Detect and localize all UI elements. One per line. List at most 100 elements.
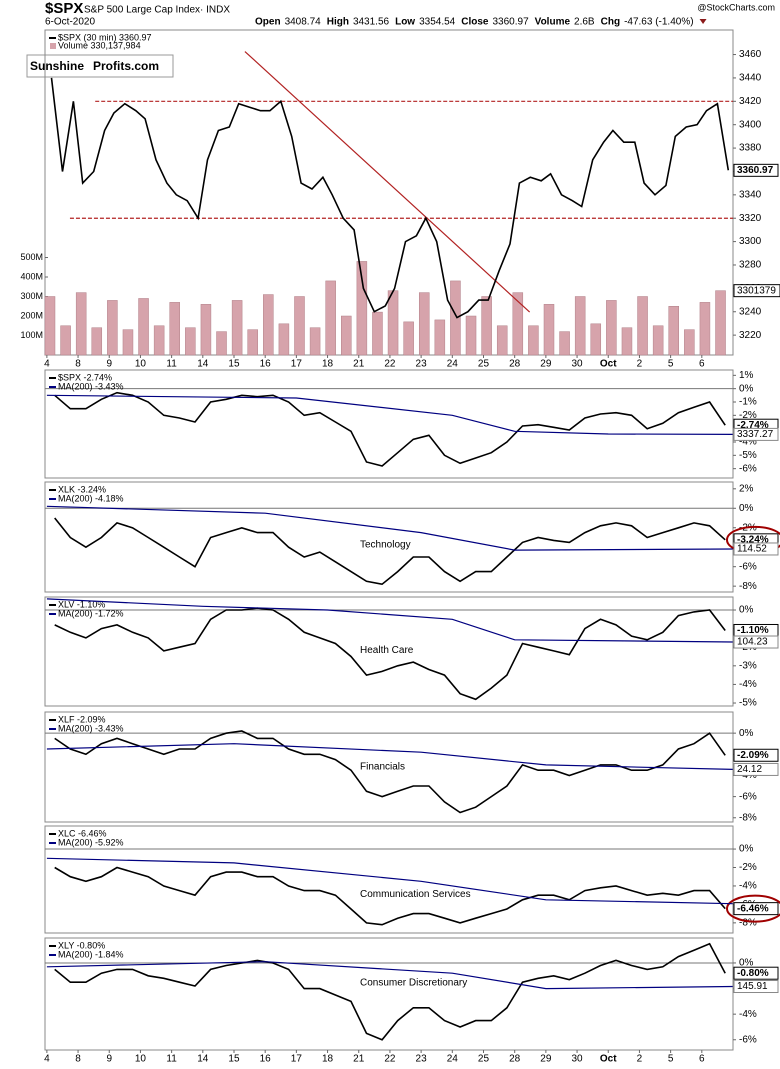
annotation: Financials [360,762,405,773]
index-name: S&P 500 Large Cap Index· INDX [84,5,230,16]
volume-bar [372,311,383,356]
date: 6-Oct-2020 [45,17,95,28]
volume-bar [403,321,414,356]
volume-bar [294,296,305,356]
volume-bar [715,290,726,356]
legend-entry: $SPX -2.74% [58,372,112,382]
x-tick-label: 18 [322,1054,334,1065]
volume-bar [590,323,602,356]
y-tick-label: -5% [739,450,757,461]
y-tick-label: 0% [739,958,754,969]
x-tick-label: 10 [135,1054,147,1065]
quote-label: Chg [601,17,620,28]
volume-bar [621,327,633,356]
x-tick-label: 14 [197,359,209,370]
y-tick-label: -4% [739,1009,757,1020]
y-tick-label: -2% [739,862,757,873]
legend-entry: MA(200) -5.92% [58,837,124,847]
volume-bar [481,296,492,356]
x-tick-label: 4 [44,1054,50,1065]
last-value-box [733,163,779,177]
price-line [54,391,726,467]
right-label: 114.52 [737,544,767,555]
trend-line [244,51,531,313]
y-tick-label: -3% [739,660,757,671]
y-tick-label: -4% [739,679,757,690]
volume-bar [574,296,586,356]
quote-value: 3408.74 [285,17,322,28]
right-label-box [733,542,779,556]
volume-bar [44,296,56,356]
x-tick-label: 24 [447,359,459,370]
symbol: $SPX [45,0,83,17]
change-arrow [699,19,707,24]
x-tick-label: 2 [637,359,643,370]
right-label: -0.80% [737,968,769,979]
y-tick-label: 0% [739,605,754,616]
y-tick-label: 3420 [739,96,762,107]
panel-frame [44,369,734,479]
price-line [54,942,726,1041]
y-tick-label: 0% [739,844,754,855]
volume-bar [496,325,508,356]
x-tick-label: 6 [699,359,705,370]
y-tick-label: -6% [739,791,757,802]
quote-label: Low [395,17,415,28]
right-label-box [733,902,779,916]
right-label-box [733,980,779,994]
volume-bar [528,325,539,356]
volume-bar [418,292,430,356]
volume-bar [668,306,679,356]
y-tick-label: 3320 [739,213,762,224]
y-tick-label: 3340 [739,189,762,200]
volume-bar [512,292,524,356]
y-tick-label: -5% [739,698,757,709]
y-tick-label: 3380 [739,143,762,154]
ma-line [46,961,733,990]
last-value: 3360.97 [737,165,774,176]
right-label: 104.23 [737,637,768,648]
x-tick-label: 8 [75,1054,81,1065]
x-tick-label: 28 [509,359,521,370]
quote-label: Open [255,17,281,28]
panel-frame [44,481,734,593]
y-tick-label: 3240 [739,306,762,317]
logo-profits: Profits.com [93,59,159,73]
quote-label: Volume [535,17,571,28]
ma-line [46,505,733,551]
price-line [50,77,730,319]
logo-box [26,54,174,78]
volume-bar [75,292,87,356]
volume-bar [543,304,555,356]
y-tick-label: -4% [739,437,757,448]
x-tick-label: 30 [571,359,583,370]
volume-bar [169,302,180,356]
volume-bar [387,290,399,356]
x-tick-label: 14 [197,1054,209,1065]
volume-bar [309,327,321,356]
legend-entry: MA(200) -3.43% [58,381,124,391]
y-tick-label: 3440 [739,73,762,84]
x-tick-label: 5 [668,1054,674,1065]
panel-frame [44,937,734,1051]
legend-entry: XLF -2.09% [58,714,106,724]
legend-swatch [50,43,56,49]
price-line [54,607,726,701]
x-tick-label: 21 [353,359,365,370]
quote: Open 3408.74 High 3431.56 Low 3354.54 Close 336… [255,17,694,28]
price-line [54,730,726,814]
volume-bar [107,300,118,356]
panel-frame [44,711,734,823]
right-label: -2.74% [737,420,769,431]
x-tick-label: 30 [571,1054,583,1065]
x-tick-label: 28 [509,1054,521,1065]
x-tick-label: 18 [322,359,334,370]
volume-bar [200,304,212,356]
volume-label: 3301379 [737,285,776,296]
x-tick-label: 5 [668,359,674,370]
x-tick-label: Oct [600,1054,617,1065]
volume-bar [278,323,290,356]
panel-frame [44,825,734,934]
